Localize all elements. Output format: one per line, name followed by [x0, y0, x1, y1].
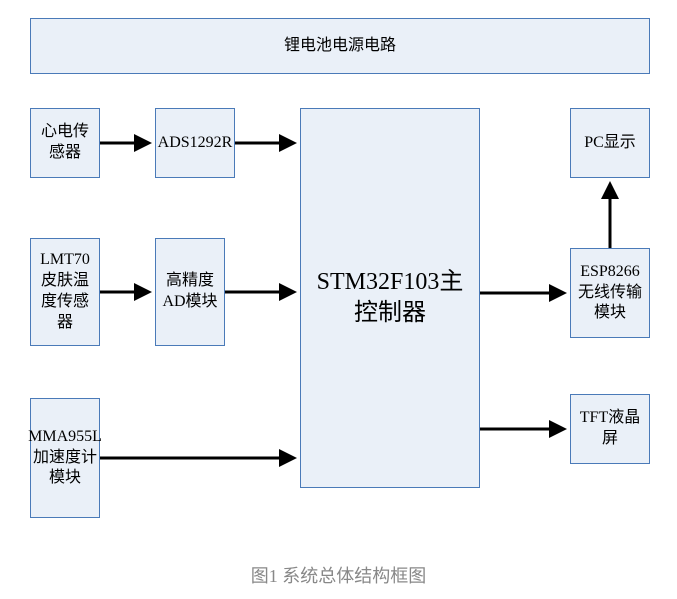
node-pc-label: PC显示: [584, 133, 636, 154]
node-power-label: 锂电池电源电路: [284, 36, 396, 57]
node-lmt70-label: LMT70皮肤温度传感器: [35, 250, 95, 333]
node-ecg-label: 心电传感器: [35, 122, 95, 164]
node-mcu-label: STM32F103主控制器: [305, 267, 475, 329]
node-ecg: 心电传感器: [30, 108, 100, 178]
diagram-canvas: 锂电池电源电路 心电传感器 ADS1292R LMT70皮肤温度传感器 高精度A…: [0, 0, 677, 599]
node-mma-label: MMA955L加速度计模块: [28, 427, 102, 489]
node-ads: ADS1292R: [155, 108, 235, 178]
node-mma: MMA955L加速度计模块: [30, 398, 100, 518]
node-pc: PC显示: [570, 108, 650, 178]
node-esp: ESP8266无线传输模块: [570, 248, 650, 338]
node-mcu: STM32F103主控制器: [300, 108, 480, 488]
node-lmt70: LMT70皮肤温度传感器: [30, 238, 100, 346]
node-tft: TFT液晶屏: [570, 394, 650, 464]
figure-caption-text: 图1 系统总体结构框图: [251, 566, 427, 586]
node-ad: 高精度AD模块: [155, 238, 225, 346]
node-tft-label: TFT液晶屏: [575, 408, 645, 450]
node-esp-label: ESP8266无线传输模块: [575, 262, 645, 324]
node-ads-label: ADS1292R: [158, 133, 233, 154]
figure-caption: 图1 系统总体结构框图: [0, 562, 677, 588]
node-power: 锂电池电源电路: [30, 18, 650, 74]
node-ad-label: 高精度AD模块: [160, 271, 220, 313]
